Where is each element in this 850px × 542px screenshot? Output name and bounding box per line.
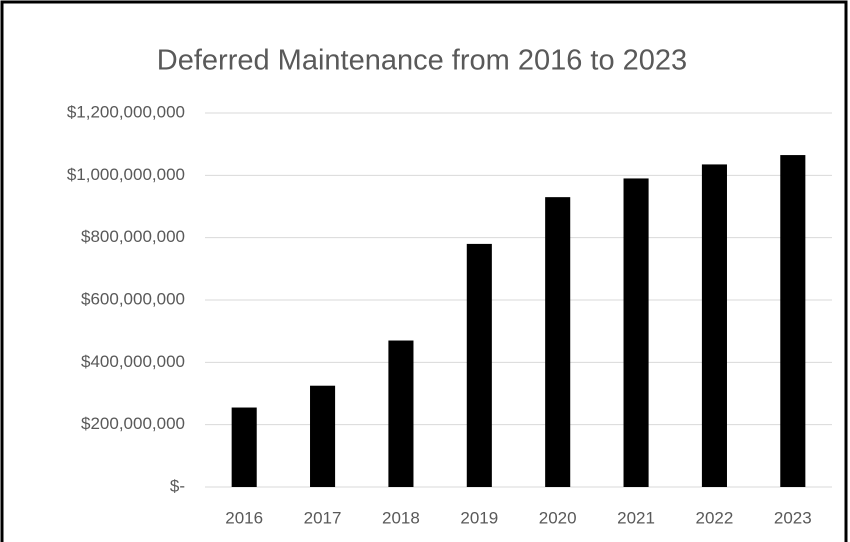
y-tick-label: $200,000,000 xyxy=(81,414,185,433)
chart-title: Deferred Maintenance from 2016 to 2023 xyxy=(157,45,687,77)
y-tick-label: $400,000,000 xyxy=(81,352,185,371)
y-tick-label: $1,000,000,000 xyxy=(67,165,185,184)
y-tick-label: $800,000,000 xyxy=(81,227,185,246)
y-tick-label: $1,200,000,000 xyxy=(67,102,185,121)
bar xyxy=(623,178,649,487)
bar xyxy=(231,407,257,487)
bar xyxy=(780,155,806,487)
x-tick-label: 2020 xyxy=(539,508,577,527)
x-tick-label: 2017 xyxy=(304,508,342,527)
x-tick-label: 2018 xyxy=(382,508,420,527)
bar xyxy=(388,340,414,487)
x-tick-label: 2023 xyxy=(774,508,812,527)
y-tick-label: $600,000,000 xyxy=(81,289,185,308)
x-tick-label: 2021 xyxy=(617,508,655,527)
bar xyxy=(545,197,571,487)
x-tick-label: 2019 xyxy=(460,508,498,527)
bar xyxy=(466,243,492,487)
x-tick-label: 2016 xyxy=(225,508,263,527)
bar xyxy=(701,164,727,488)
y-tick-label: $- xyxy=(170,476,185,495)
x-tick-label: 2022 xyxy=(696,508,734,527)
bar xyxy=(310,385,336,487)
